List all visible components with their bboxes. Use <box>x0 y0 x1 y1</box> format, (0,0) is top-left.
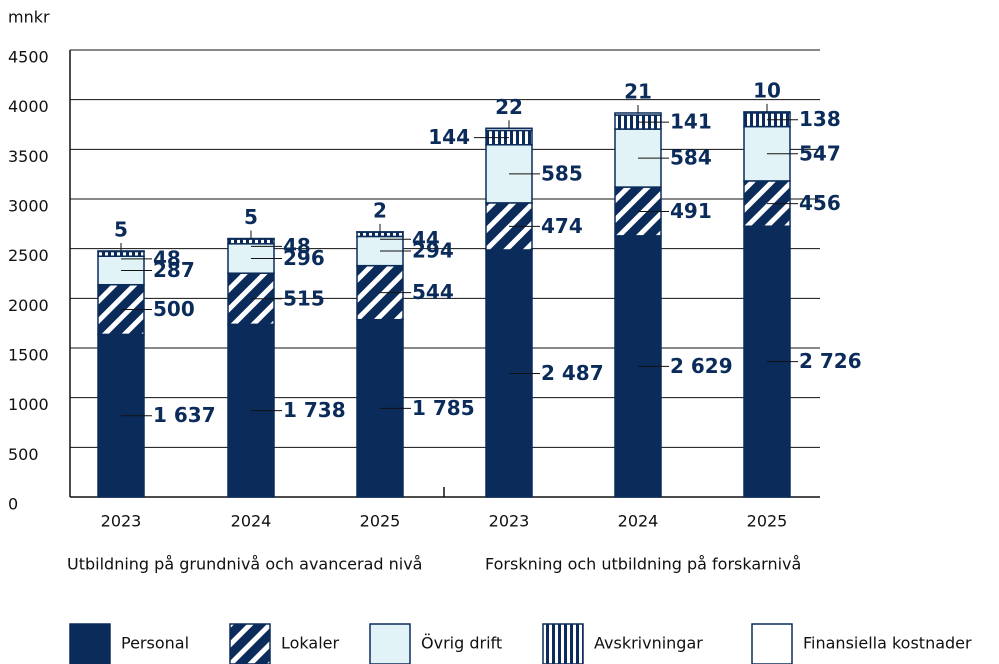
value-label: 5 <box>114 217 128 241</box>
value-label: 22 <box>495 95 523 119</box>
y-tick-label: 4500 <box>8 48 49 67</box>
value-label: 296 <box>283 246 325 270</box>
value-label: 48 <box>283 234 311 258</box>
value-label: 2 726 <box>799 349 862 373</box>
legend-label: Personal <box>121 634 189 653</box>
value-label: 544 <box>412 280 454 304</box>
x-tick-label: 2023 <box>489 512 530 531</box>
value-label: 144 <box>428 125 470 149</box>
bar-segment <box>614 112 662 116</box>
value-label: 2 487 <box>541 361 604 385</box>
value-label: 44 <box>412 227 440 251</box>
value-label: 138 <box>799 107 841 131</box>
value-label: 287 <box>153 258 195 282</box>
group-label: Utbildning på grundnivå och avancerad ni… <box>67 555 422 574</box>
value-label: 141 <box>670 110 712 134</box>
x-tick-label: 2023 <box>101 512 142 531</box>
value-label: 456 <box>799 191 841 215</box>
legend-label: Avskrivningar <box>594 634 703 653</box>
y-tick-label: 1500 <box>8 346 49 365</box>
y-tick-label: 1000 <box>8 395 49 414</box>
value-label: 294 <box>412 239 454 263</box>
value-label: 48 <box>153 246 181 270</box>
legend-swatch <box>369 623 411 664</box>
value-label: 1 785 <box>412 396 475 420</box>
legend-swatch <box>542 623 584 664</box>
x-tick-label: 2024 <box>618 512 659 531</box>
value-label: 5 <box>244 205 258 229</box>
y-tick-label: 0 <box>8 495 18 514</box>
y-tick-label: 3500 <box>8 147 49 166</box>
x-tick-label: 2025 <box>747 512 788 531</box>
value-label: 21 <box>624 79 652 103</box>
legend-label: Övrig drift <box>421 634 502 653</box>
group-label: Forskning och utbildning på forskarnivå <box>485 555 801 574</box>
value-label: 1 738 <box>283 398 346 422</box>
bar-segment <box>743 111 791 114</box>
x-tick-label: 2024 <box>231 512 272 531</box>
value-label: 474 <box>541 214 583 238</box>
y-tick-label: 4000 <box>8 97 49 116</box>
y-axis-label: mnkr <box>8 8 50 27</box>
value-label: 500 <box>153 297 195 321</box>
value-label: 515 <box>283 286 325 310</box>
value-label: 584 <box>670 146 712 170</box>
bar-segment <box>485 127 533 132</box>
value-label: 547 <box>799 141 841 165</box>
value-label: 2 629 <box>670 354 733 378</box>
y-tick-label: 3000 <box>8 197 49 216</box>
value-label: 2 <box>373 198 387 222</box>
y-tick-label: 500 <box>8 445 39 464</box>
y-tick-label: 2000 <box>8 296 49 315</box>
legend-swatch <box>69 623 111 664</box>
x-tick-label: 2025 <box>360 512 401 531</box>
legend-label: Lokaler <box>281 634 340 653</box>
legend-swatch <box>229 623 271 664</box>
legend-swatch <box>751 623 793 664</box>
y-tick-label: 2500 <box>8 246 49 265</box>
value-label: 1 637 <box>153 403 216 427</box>
value-label: 585 <box>541 161 583 185</box>
value-label: 491 <box>670 199 712 223</box>
legend-label: Finansiella kostnader <box>803 634 972 653</box>
value-label: 10 <box>753 78 781 102</box>
